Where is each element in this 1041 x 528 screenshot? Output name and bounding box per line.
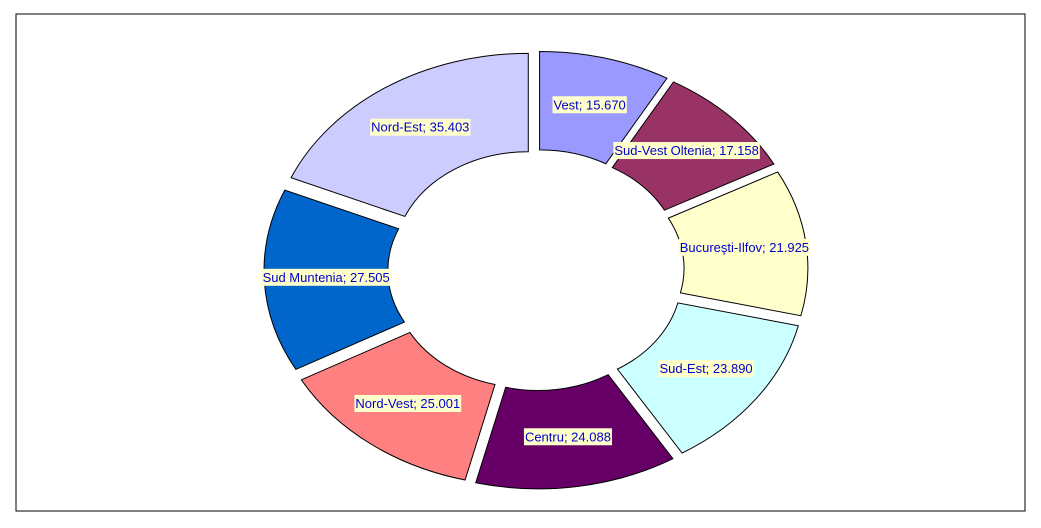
data-label: Sud Muntenia; 27.505 <box>263 270 390 285</box>
data-label-bg <box>261 268 391 286</box>
data-label: Nord-Est; 35.403 <box>371 120 469 135</box>
data-label: Vest; 15.670 <box>554 97 626 112</box>
data-label-bg <box>552 96 627 114</box>
data-label-bg <box>658 360 754 378</box>
data-label: Nord-Vest; 25.001 <box>355 396 460 411</box>
data-label-bg <box>678 238 811 256</box>
data-label-bg <box>354 394 462 412</box>
data-label: Sud-Vest Oltenia; 17.158 <box>614 143 759 158</box>
slice <box>616 302 799 454</box>
data-label-bg <box>523 428 612 446</box>
data-label: Sud-Est; 23.890 <box>659 361 752 376</box>
data-label: Bucureşti-Ilfov; 21.925 <box>680 240 809 255</box>
data-label: Centru; 24.088 <box>525 429 611 444</box>
data-label-bg <box>613 142 760 160</box>
data-label-bg <box>370 118 471 136</box>
